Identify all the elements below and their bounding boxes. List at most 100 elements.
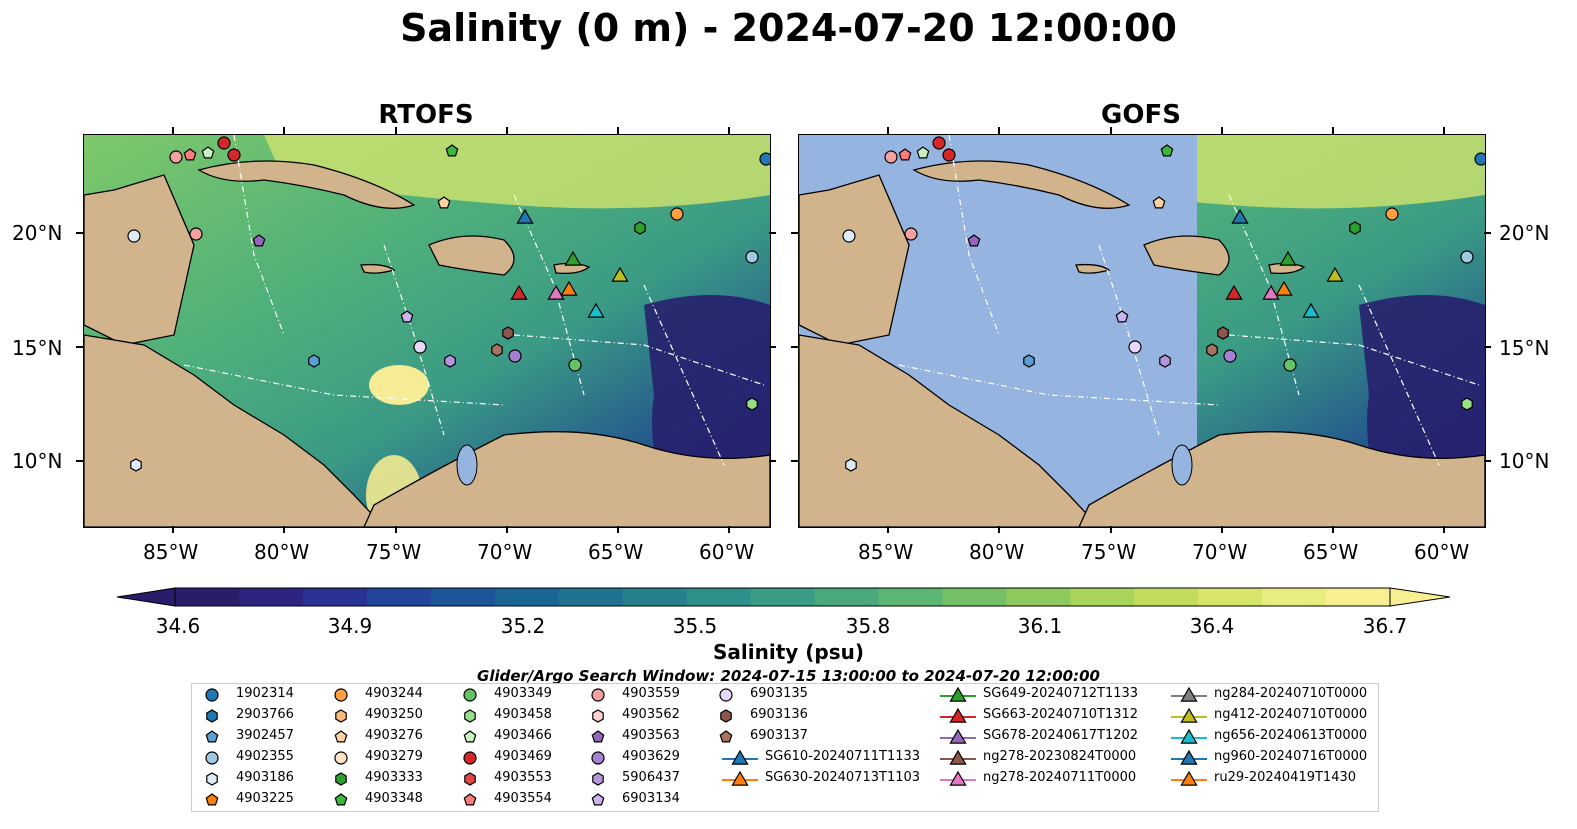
legend-label: 4903469 <box>494 749 552 764</box>
legend-label: SG678-20240617T1202 <box>983 728 1139 743</box>
lon-label-70w: 70°W <box>1192 540 1248 564</box>
float-marker <box>491 343 503 357</box>
float-marker <box>169 150 183 164</box>
float-marker <box>1349 221 1361 235</box>
legend-pentagon <box>591 793 605 806</box>
legend-label: 4903276 <box>365 728 423 743</box>
colorbar-segment <box>814 588 879 606</box>
lat-label-15n: 15°N <box>12 336 63 360</box>
legend-hexagon <box>335 772 347 786</box>
legend-label: SG630-20240713T1103 <box>765 770 921 785</box>
float-marker <box>1474 152 1485 166</box>
lon-label-85w: 85°W <box>858 540 914 564</box>
float-marker <box>400 310 414 323</box>
eez-boundary <box>513 194 585 396</box>
rtofs-map-canvas <box>84 135 770 527</box>
float-marker <box>413 340 427 354</box>
legend-label: 1902314 <box>236 686 294 701</box>
legend-label: 4902355 <box>236 749 294 764</box>
lon-label-80w: 80°W <box>969 540 1025 564</box>
float-marker <box>444 354 456 368</box>
legend-marker-icon <box>940 770 976 786</box>
land-mass <box>799 334 1100 527</box>
float-marker <box>898 148 912 161</box>
float-marker <box>942 148 956 162</box>
colorbar-tick: 36.4 <box>1189 614 1235 638</box>
lat-label-20n: 20°N <box>1499 221 1550 245</box>
legend-marker-icon <box>334 751 348 765</box>
lon-label-60w: 60°W <box>1414 540 1470 564</box>
legend-triangle <box>949 707 967 723</box>
legend-label: 3902457 <box>236 728 294 743</box>
legend-circle <box>719 688 733 702</box>
float-marker <box>1206 343 1218 357</box>
legend-marker-icon <box>940 686 976 702</box>
legend-triangle <box>1180 728 1198 744</box>
float-marker <box>130 458 142 472</box>
legend-marker-icon <box>592 772 604 786</box>
legend-label: ru29-20240419T1430 <box>1214 770 1357 785</box>
lon-label-75w: 75°W <box>366 540 422 564</box>
lat-label-20n: 20°N <box>12 221 63 245</box>
land-mass <box>84 334 385 527</box>
lon-label-65w: 65°W <box>588 540 644 564</box>
float-marker <box>217 136 231 150</box>
legend-triangle <box>949 770 967 786</box>
lat-label-15n: 15°N <box>1499 336 1550 360</box>
lon-label-70w: 70°W <box>477 540 533 564</box>
legend-marker-icon <box>940 749 976 765</box>
legend-label: 6903134 <box>622 791 680 806</box>
colorbar-frame <box>174 587 1391 607</box>
legend-hexagon <box>206 772 218 786</box>
glider-marker <box>611 266 629 282</box>
float-marker <box>1160 144 1174 157</box>
float-marker <box>967 234 981 247</box>
colorbar-segment <box>622 588 688 606</box>
legend-circle <box>334 751 348 765</box>
legend-triangle <box>949 686 967 702</box>
legend-triangle <box>731 749 749 765</box>
legend-hexagon <box>592 772 604 786</box>
float-marker <box>252 234 266 247</box>
float-marker <box>932 136 946 150</box>
colorbar-segment <box>302 588 368 606</box>
legend-label: 4903553 <box>494 770 552 785</box>
rtofs-map <box>83 134 771 528</box>
legend-pentagon <box>205 793 219 806</box>
eez-boundary <box>1228 334 1480 386</box>
gofs-map-canvas <box>799 135 1485 527</box>
colorbar-tick: 36.7 <box>1362 614 1408 638</box>
land-mass <box>1143 235 1230 276</box>
eez-boundary <box>1098 244 1160 436</box>
legend-label: SG649-20240712T1133 <box>983 686 1139 701</box>
legend-hexagon <box>464 709 476 723</box>
legend-circle <box>591 751 605 765</box>
glider-marker <box>560 280 578 296</box>
lon-label-65w: 65°W <box>1303 540 1359 564</box>
eez-boundary <box>513 334 765 386</box>
colorbar-tick: 35.5 <box>672 614 718 638</box>
legend-hexagon <box>335 709 347 723</box>
colorbar-segment <box>686 588 752 606</box>
legend-hexagon <box>206 709 218 723</box>
legend-marker-icon <box>205 688 219 702</box>
legend-triangle <box>1180 686 1198 702</box>
legend-marker-icon <box>940 707 976 723</box>
legend-label: ng412-20240710T0000 <box>1214 707 1368 722</box>
float-marker <box>1128 340 1142 354</box>
legend-circle <box>205 688 219 702</box>
legend-marker-icon <box>722 770 758 786</box>
legend-marker-icon <box>1171 770 1207 786</box>
legend-label: 2903766 <box>236 707 294 722</box>
colorbar-segment <box>494 588 560 606</box>
colorbar-extend-high <box>1389 587 1451 607</box>
land-mass <box>360 263 396 274</box>
legend-label: 4903554 <box>494 791 552 806</box>
colorbar-label: Salinity (psu) <box>712 640 864 664</box>
glider-marker <box>1302 302 1320 318</box>
float-marker <box>1115 310 1129 323</box>
legend-marker-icon <box>1171 728 1207 744</box>
legend-marker-icon <box>591 730 605 743</box>
land-mass <box>197 160 416 209</box>
legend-label: 6903137 <box>750 728 808 743</box>
